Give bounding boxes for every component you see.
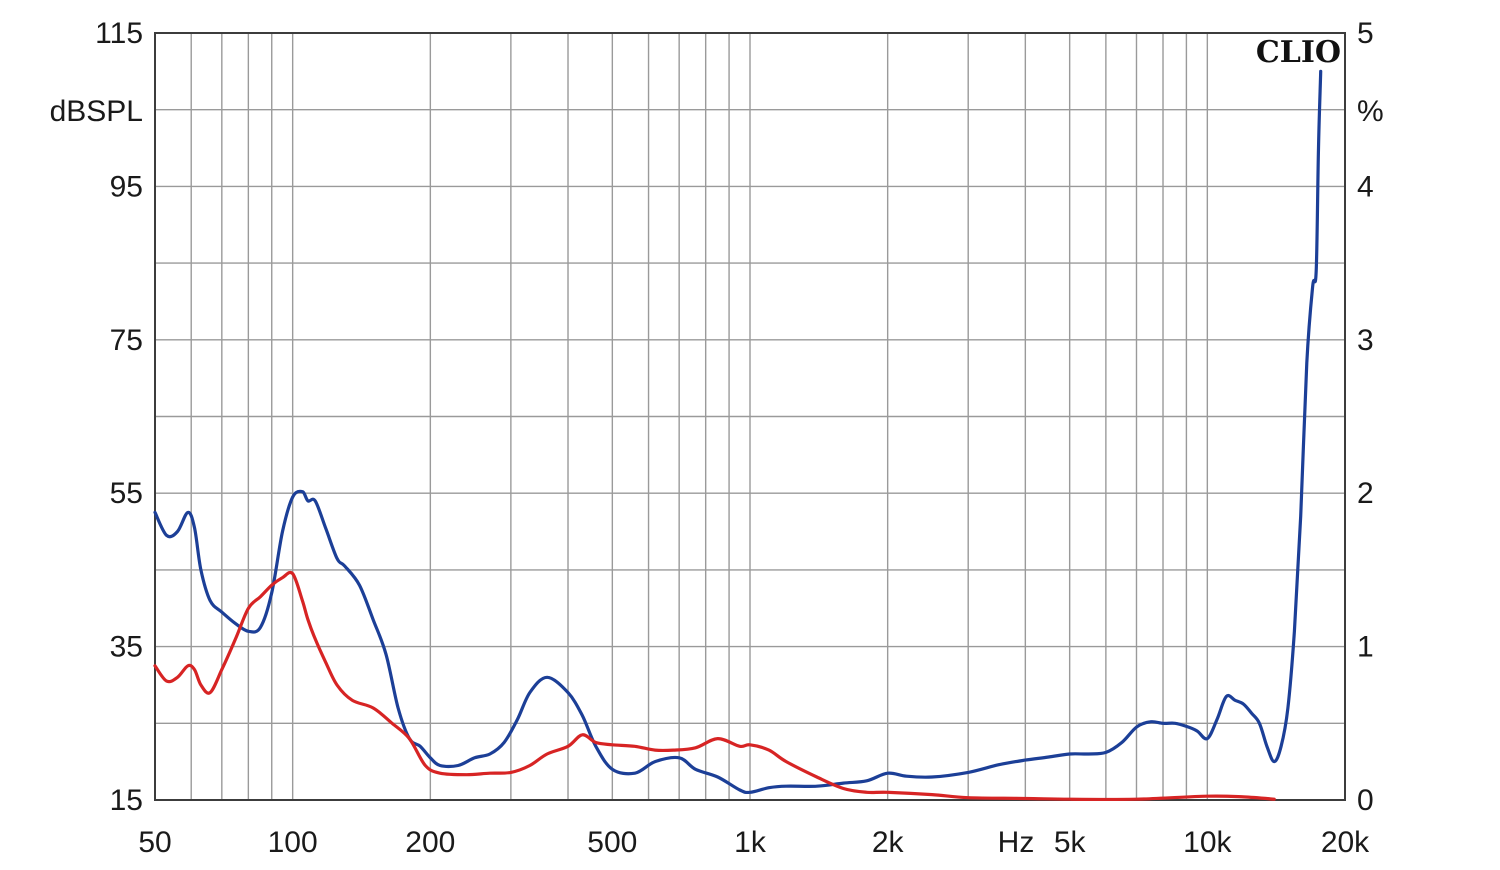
y-left-tick-label: 95: [110, 170, 143, 203]
brand-logo-text: CLIO: [1256, 35, 1341, 70]
x-tick-label: 200: [405, 826, 455, 859]
x-tick-label: 5k: [1054, 826, 1087, 859]
y-right-tick-label: 3: [1357, 324, 1374, 357]
y-left-tick-label: 15: [110, 784, 143, 817]
y-right-unit-label: %: [1357, 95, 1384, 128]
x-tick-label: 50: [138, 826, 171, 859]
y-right-tick-label: 2: [1357, 477, 1374, 510]
series-line-1: [153, 69, 1323, 795]
y-right-tick-label: 1: [1357, 631, 1374, 664]
y-right-tick-label: 4: [1357, 170, 1374, 203]
x-tick-label: 100: [268, 826, 318, 859]
grid: [155, 33, 1345, 800]
y-left-tick-label: 55: [110, 477, 143, 510]
y-left-tick-label: 115: [95, 17, 143, 50]
y-left-tick-label: 75: [110, 324, 143, 357]
tick-labels: 50 100 200 500 1k 2k 5k 10k 20k 115 95 75 55 35 15 5 4 3 2…: [95, 17, 1374, 859]
series-group: [153, 69, 1323, 802]
series-line-2: [153, 570, 1276, 802]
y-left-tick-label: 35: [110, 631, 143, 664]
x-tick-label: 10k: [1183, 826, 1232, 859]
x-tick-label: 20k: [1321, 826, 1370, 859]
y-right-tick-label: 5: [1357, 17, 1374, 50]
plot-frame: [154, 32, 1346, 801]
x-tick-label: 1k: [734, 826, 767, 859]
y-right-tick-label: 0: [1357, 784, 1374, 817]
x-tick-label: 2k: [872, 826, 905, 859]
x-tick-label: 500: [587, 826, 637, 859]
y-left-unit-label: dBSPL: [50, 95, 143, 128]
x-unit-label: Hz: [998, 826, 1035, 859]
